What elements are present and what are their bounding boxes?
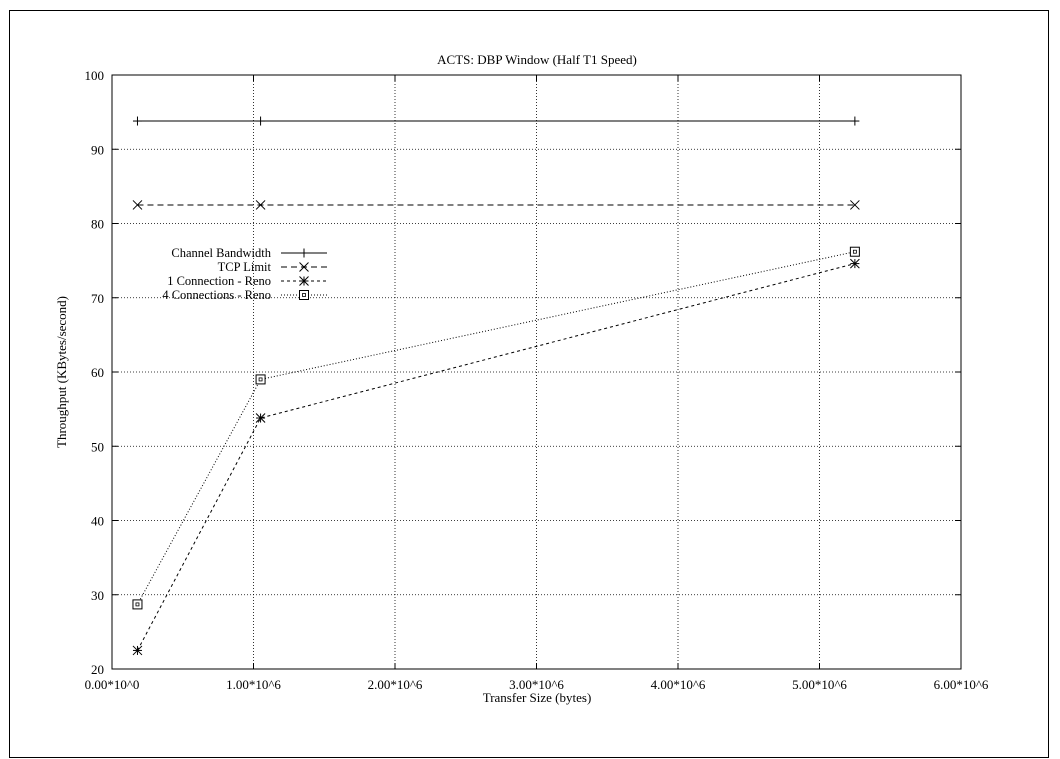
legend-entry-label: 4 Connections - Reno: [162, 288, 271, 302]
legend-entry-label: Channel Bandwidth: [171, 246, 271, 260]
data-series: [132, 116, 860, 656]
data-point: [255, 200, 266, 210]
y-tick-label: 30: [91, 588, 104, 603]
data-point: [256, 116, 266, 126]
data-point: [849, 246, 860, 257]
chart-title: ACTS: DBP Window (Half T1 Speed): [437, 52, 637, 67]
legend-entry-marker: [299, 276, 309, 286]
legend-entry-marker: [299, 262, 309, 272]
data-point: [132, 116, 142, 126]
legend-entry-marker: [299, 248, 309, 258]
x-tick-label: 2.00*10^6: [368, 677, 423, 692]
x-tick-label: 6.00*10^6: [934, 677, 989, 692]
legend-entry-label: 1 Connection - Reno: [167, 274, 271, 288]
grid-lines: [112, 75, 961, 669]
y-tick-label: 60: [91, 365, 104, 380]
chart-frame: [9, 10, 1049, 758]
series-line: [137, 263, 856, 651]
data-point: [132, 599, 143, 610]
data-point: [255, 413, 266, 423]
x-tick-label: 1.00*10^6: [226, 677, 281, 692]
axis-ticks: 0.00*10^0 1.00*10^6 2.00*10^6 3.00*10^6 4.00…: [85, 68, 989, 692]
data-point: [850, 258, 860, 269]
y-axis-label: Throughput (KBytes/second): [54, 296, 69, 448]
legend-entry-label: TCP Limit: [218, 260, 272, 274]
y-tick-label: 40: [91, 514, 104, 529]
x-tick-label: 4.00*10^6: [651, 677, 706, 692]
data-point: [132, 200, 143, 210]
data-point: [132, 645, 143, 656]
x-tick-label: 0.00*10^0: [85, 677, 140, 692]
x-axis-label: Transfer Size (bytes): [483, 690, 592, 705]
data-point: [255, 374, 266, 385]
series-line: [137, 251, 855, 605]
data-point: [850, 116, 860, 126]
y-tick-label: 20: [91, 662, 104, 677]
y-tick-label: 90: [91, 142, 104, 157]
y-tick-label: 80: [91, 217, 104, 232]
x-tick-label: 5.00*10^6: [792, 677, 847, 692]
x-tick-label: 3.00*10^6: [509, 677, 564, 692]
y-tick-label: 70: [91, 291, 104, 306]
legend-entry-marker: [299, 290, 309, 300]
data-point: [850, 200, 860, 210]
y-tick-label: 50: [91, 439, 104, 454]
y-tick-label: 100: [85, 68, 105, 83]
